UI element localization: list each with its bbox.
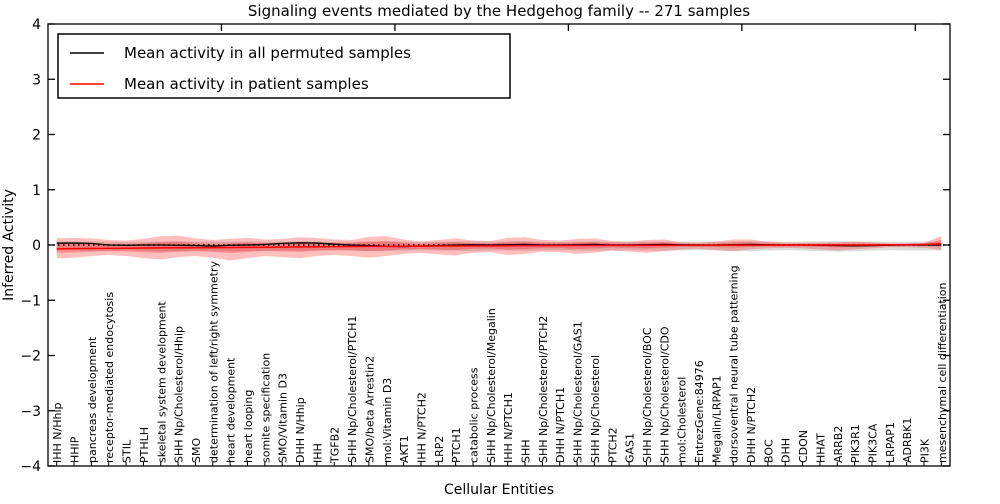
y-tick-label: −2	[20, 349, 41, 365]
axes-frame	[47, 23, 951, 467]
x-tick-label: CDON	[797, 430, 810, 463]
x-tick-label: IHH N/PTCH1	[502, 392, 515, 463]
y-tick-label: 2	[32, 128, 41, 144]
x-tick-label: catabolic process	[467, 367, 480, 463]
x-tick-label: PTCH1	[450, 427, 463, 463]
x-tick-label: ARRB2	[832, 426, 845, 463]
x-tick-label: SHH Np/Cholesterol	[589, 355, 602, 463]
x-tick-label: dorsoventral neural tube patterning	[728, 265, 741, 463]
x-tick-label: IHH N/PTCH2	[415, 392, 428, 463]
x-tick-label: BOC	[762, 439, 775, 463]
x-tick-label: LRP2	[433, 436, 446, 463]
x-tick-label: pancreas development	[86, 336, 99, 463]
x-tick-label: HHAT	[814, 433, 827, 463]
y-tick-label: 3	[32, 72, 41, 88]
x-tick-label: heart looping	[242, 390, 255, 463]
y-tick-label: 0	[32, 238, 41, 254]
x-tick-label: DHH N/PTCH2	[745, 387, 758, 463]
x-tick-label: Megalin/LRPAP1	[710, 375, 723, 463]
legend-box	[57, 33, 511, 99]
x-tick-label: TGFB2	[329, 427, 342, 464]
x-tick-label: SHH Np/Cholesterol/PTCH2	[537, 316, 550, 463]
x-tick-labels: IHH N/Hhip HHIP pancreas development recept…	[51, 261, 949, 464]
x-tick-label: HHIP	[69, 436, 82, 463]
x-tick-label: PIK3CA	[866, 423, 879, 463]
y-tick-labels: 4 3 2 1 0 −1 −2 −3 −4	[20, 17, 41, 475]
x-tick-label: SHH Np/Cholesterol/BOC	[641, 327, 654, 463]
y-tick-label: −4	[20, 459, 41, 475]
x-tick-label: DHH N/PTCH1	[554, 387, 567, 463]
y-tick-label: −1	[20, 293, 41, 309]
y-axis-label: Inferred Activity	[1, 189, 17, 301]
x-tick-label: STIL	[121, 439, 134, 463]
y-tick-label: −3	[20, 404, 41, 420]
x-tick-label: heart development	[225, 357, 238, 463]
legend: Mean activity in all permuted samples Me…	[57, 33, 511, 99]
x-tick-label: PIK3R1	[849, 424, 862, 463]
x-tick-label: SHH Np/Cholesterol/Hhip	[173, 326, 186, 463]
x-tick-label: SMO/beta Arrestin2	[363, 356, 376, 463]
x-tick-label: SHH Np/Cholesterol/CDO	[658, 326, 671, 463]
x-tick-label: PI3K	[918, 438, 931, 463]
x-tick-label: somite specification	[259, 353, 272, 463]
patient-line	[56, 243, 942, 250]
x-tick-label: mol:Cholesterol	[676, 377, 689, 463]
x-tick-label: SHH	[520, 439, 533, 463]
chart-title: Signaling events mediated by the Hedgeho…	[248, 2, 750, 20]
x-tick-label: AKT1	[398, 435, 411, 463]
x-tick-label: PTHLH	[138, 427, 151, 463]
legend-label-permuted: Mean activity in all permuted samples	[124, 44, 411, 62]
x-tick-label: SHH Np/Cholesterol/PTCH1	[346, 316, 359, 463]
x-tick-label: skeletal system development	[155, 301, 168, 463]
x-tick-label: mesenchymal cell differentiation	[936, 282, 949, 463]
legend-label-patient: Mean activity in patient samples	[124, 75, 369, 93]
x-tick-label: SHH Np/Cholesterol/GAS1	[572, 321, 585, 463]
x-tick-label: receptor-mediated endocytosis	[103, 292, 116, 463]
x-tick-label: IHH	[311, 443, 324, 463]
x-tick-label: IHH N/Hhip	[51, 402, 64, 463]
x-tick-label: SHH Np/Cholesterol/Megalin	[485, 308, 498, 463]
x-tick-label: SMO/Vitamin D3	[277, 373, 290, 463]
x-tick-label: mol:Vitamin D3	[381, 378, 394, 463]
x-tick-label: GAS1	[624, 433, 637, 463]
series-layer	[56, 242, 942, 250]
y-tick-label: 1	[32, 183, 41, 199]
x-tick-label: determination of left/right symmetry	[207, 261, 220, 463]
x-tick-label: PTCH2	[606, 427, 619, 463]
x-tick-label: SMO	[190, 438, 203, 463]
x-axis-label: Cellular Entities	[444, 482, 554, 498]
x-tick-label: EntrezGene:84976	[693, 360, 706, 463]
patient-band	[56, 235, 942, 261]
y-tick-label: 4	[32, 17, 41, 33]
x-tick-label: DHH	[780, 438, 793, 463]
x-tick-label: LRPAP1	[884, 422, 897, 463]
x-tick-label: DHH N/Hhip	[294, 397, 307, 463]
x-tick-label: ADRBK1	[901, 418, 914, 463]
